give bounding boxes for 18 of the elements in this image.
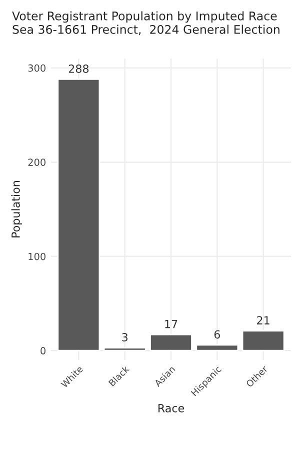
bar bbox=[103, 347, 146, 352]
bar bbox=[150, 334, 192, 352]
data-label: 3 bbox=[122, 333, 128, 342]
y-tick-label: 100 bbox=[28, 252, 46, 260]
chart-subtitle: Sea 36-1661 Precinct, 2024 General Election bbox=[12, 24, 280, 36]
bar bbox=[242, 330, 285, 352]
bar bbox=[57, 78, 100, 352]
data-label: 21 bbox=[257, 316, 270, 324]
x-axis-title: Race bbox=[158, 404, 184, 412]
y-tick-label: 0 bbox=[40, 347, 46, 354]
y-axis-title: Population bbox=[11, 181, 22, 238]
data-label: 288 bbox=[68, 64, 89, 73]
y-tick-label: 300 bbox=[28, 64, 46, 72]
chart-title: Voter Registrant Population by Imputed Race bbox=[12, 11, 277, 23]
data-label: 6 bbox=[214, 330, 220, 339]
data-label: 17 bbox=[165, 320, 178, 328]
y-tick-label: 200 bbox=[28, 158, 46, 166]
bar bbox=[196, 344, 239, 352]
